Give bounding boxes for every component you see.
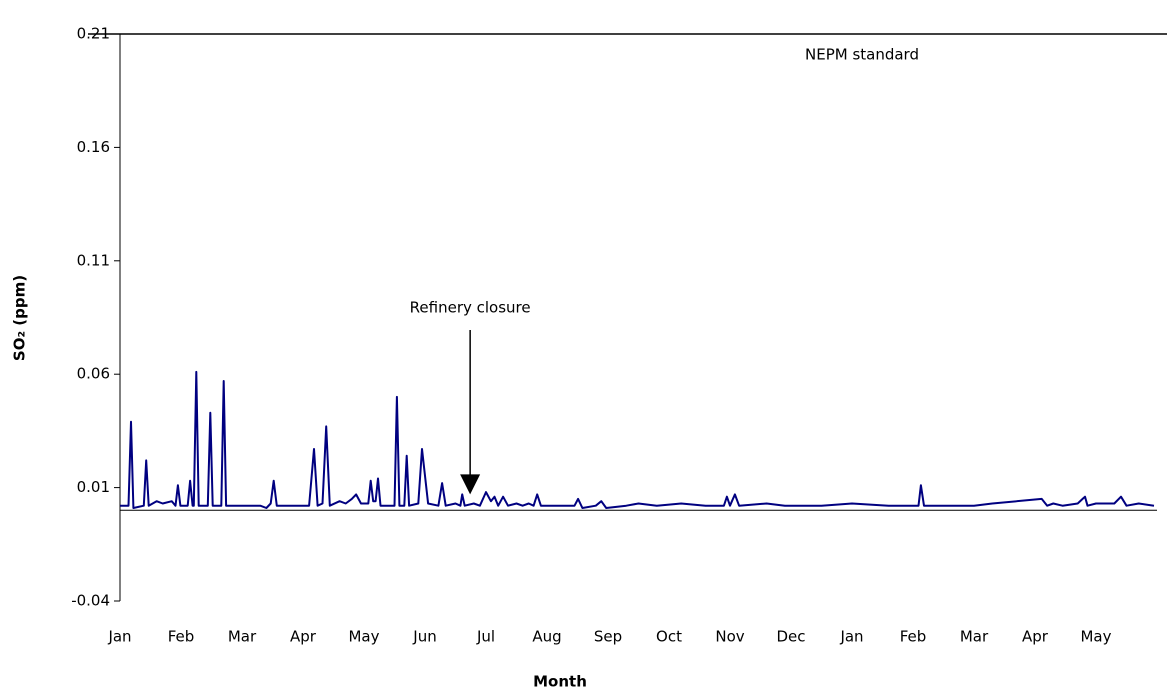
- x-tick-label: Jun: [412, 628, 436, 646]
- x-tick-label: Mar: [228, 628, 257, 646]
- x-tick-label: Mar: [960, 628, 989, 646]
- x-tick-label: Jul: [476, 628, 495, 646]
- annotation-arrowhead: [460, 474, 481, 495]
- x-tick-label: Dec: [776, 628, 805, 646]
- y-axis-title: SO₂ (ppm): [11, 275, 29, 361]
- x-tick-label: Jan: [107, 628, 131, 646]
- reference-label: NEPM standard: [805, 46, 919, 64]
- x-axis-title: Month: [533, 673, 587, 691]
- x-tick-label: Sep: [594, 628, 622, 646]
- x-tick-label: May: [1080, 628, 1111, 646]
- x-tick-label: Jan: [839, 628, 863, 646]
- x-tick-label: Feb: [900, 628, 927, 646]
- x-tick-label: May: [348, 628, 379, 646]
- data-line: [120, 370, 1155, 509]
- y-tick-label: -0.04: [71, 592, 110, 610]
- x-tick-label: Feb: [168, 628, 195, 646]
- x-tick-label: Aug: [532, 628, 561, 646]
- y-tick-label: 0.11: [77, 251, 110, 269]
- x-tick-label: Apr: [1022, 628, 1049, 646]
- y-tick-label: 0.06: [77, 365, 110, 383]
- x-tick-label: Oct: [656, 628, 682, 646]
- y-tick-label: 0.16: [77, 138, 110, 156]
- y-tick-label: 0.01: [77, 478, 110, 496]
- x-tick-label: Apr: [290, 628, 317, 646]
- annotation-label: Refinery closure: [410, 299, 531, 317]
- x-tick-label: Nov: [715, 628, 744, 646]
